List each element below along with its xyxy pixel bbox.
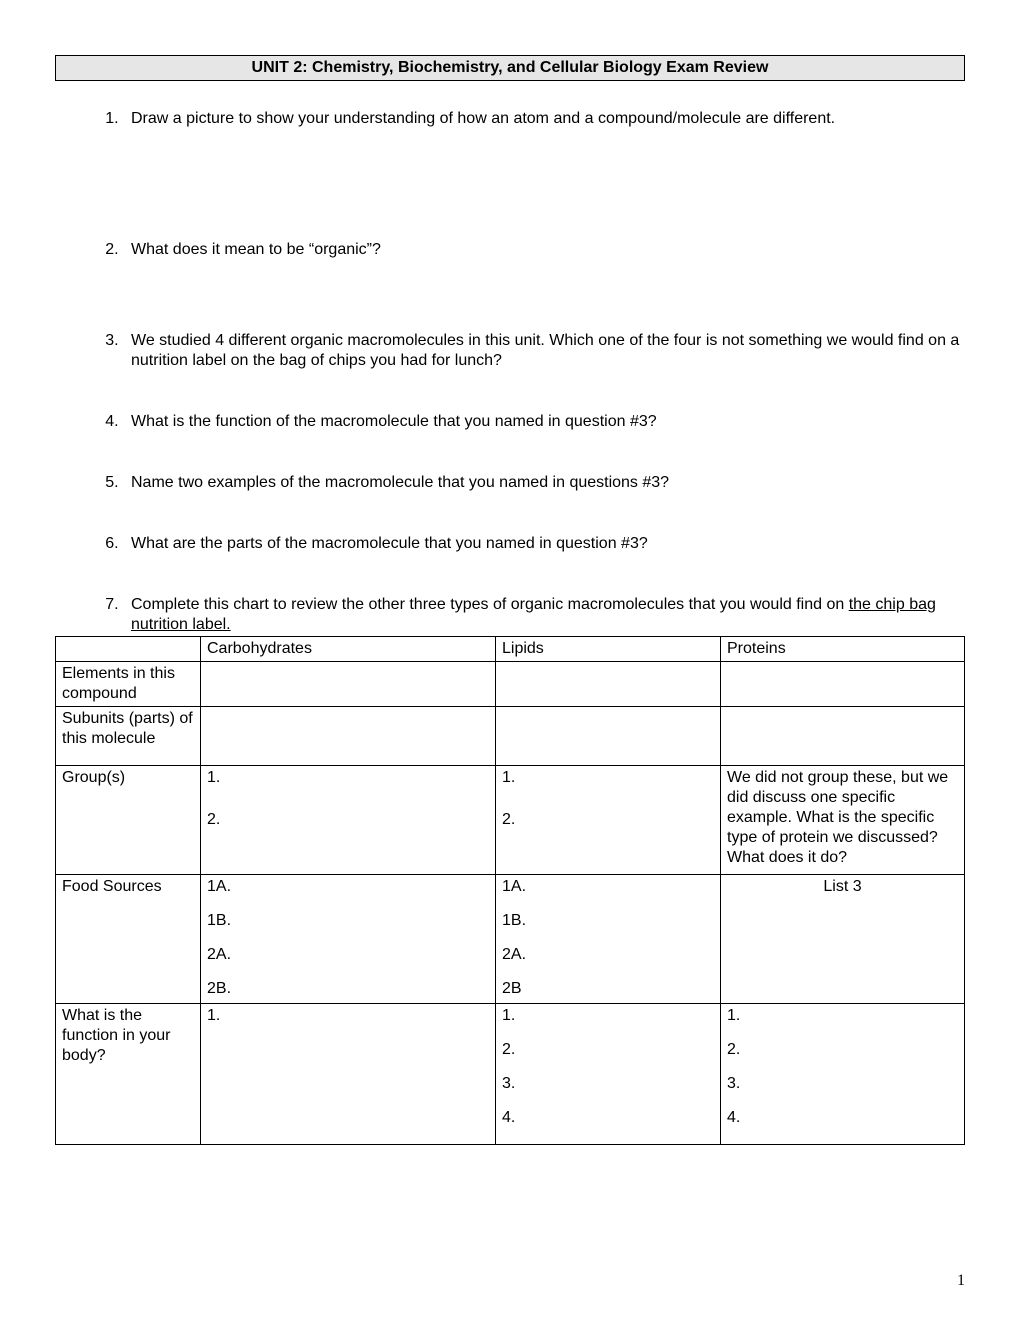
- macromolecule-table: Carbohydrates Lipids Proteins Elements i…: [55, 636, 965, 1145]
- header-proteins: Proteins: [721, 637, 965, 662]
- cell-subunits-protein: [721, 707, 965, 766]
- question-7: Complete this chart to review the other …: [123, 595, 965, 1146]
- cell-elements-carb: [201, 662, 496, 707]
- question-7-text-a: Complete this chart to review the other …: [131, 596, 849, 613]
- cell-groups-lipid: 1. 2.: [496, 766, 721, 875]
- header-blank: [56, 637, 201, 662]
- question-5: Name two examples of the macromolecule t…: [123, 473, 965, 534]
- cell-subunits-carb: [201, 707, 496, 766]
- function-protein-3: 3.: [727, 1074, 958, 1094]
- cell-function-carb: 1.: [201, 1004, 496, 1145]
- cell-groups-carb: 1. 2.: [201, 766, 496, 875]
- label-function: What is the function in your body?: [56, 1004, 201, 1145]
- function-carb-1: 1.: [207, 1006, 489, 1026]
- cell-function-protein: 1. 2. 3. 4.: [721, 1004, 965, 1145]
- question-6: What are the parts of the macromolecule …: [123, 534, 965, 595]
- cell-food-lipid: 1A. 1B. 2A. 2B: [496, 875, 721, 1004]
- cell-subunits-lipid: [496, 707, 721, 766]
- cell-elements-lipid: [496, 662, 721, 707]
- label-food: Food Sources: [56, 875, 201, 1004]
- food-carb-2a: 2A.: [207, 945, 489, 965]
- function-lipid-1: 1.: [502, 1006, 714, 1026]
- function-lipid-4: 4.: [502, 1108, 714, 1128]
- question-3-text: We studied 4 different organic macromole…: [131, 332, 959, 370]
- function-lipid-3: 3.: [502, 1074, 714, 1094]
- groups-lipid-2: 2.: [502, 810, 714, 830]
- header-lipids: Lipids: [496, 637, 721, 662]
- label-subunits-text: Subunits (parts) of this molecule: [62, 710, 193, 747]
- row-food: Food Sources 1A. 1B. 2A. 2B. 1A. 1B.: [56, 875, 965, 1004]
- question-list: Draw a picture to show your understandin…: [55, 109, 965, 1145]
- food-lipid-1b: 1B.: [502, 911, 714, 931]
- food-carb-2b: 2B.: [207, 979, 489, 999]
- question-4: What is the function of the macromolecul…: [123, 412, 965, 473]
- page-number: 1: [957, 1272, 965, 1290]
- row-groups: Group(s) 1. 2. 1. 2. We did not group th…: [56, 766, 965, 875]
- question-1-text: Draw a picture to show your understandin…: [131, 110, 835, 127]
- food-carb-1b: 1B.: [207, 911, 489, 931]
- row-elements: Elements in this compound: [56, 662, 965, 707]
- question-4-text: What is the function of the macromolecul…: [131, 413, 657, 430]
- page-title: UNIT 2: Chemistry, Biochemistry, and Cel…: [55, 55, 965, 81]
- table-header-row: Carbohydrates Lipids Proteins: [56, 637, 965, 662]
- food-lipid-2a: 2A.: [502, 945, 714, 965]
- document-page: UNIT 2: Chemistry, Biochemistry, and Cel…: [0, 0, 1020, 1320]
- row-subunits: Subunits (parts) of this molecule: [56, 707, 965, 766]
- question-5-text: Name two examples of the macromolecule t…: [131, 474, 669, 491]
- food-lipid-1a: 1A.: [502, 877, 714, 897]
- question-2-text: What does it mean to be “organic”?: [131, 241, 381, 258]
- label-elements: Elements in this compound: [56, 662, 201, 707]
- question-6-text: What are the parts of the macromolecule …: [131, 535, 648, 552]
- cell-food-protein: List 3: [721, 875, 965, 1004]
- question-1: Draw a picture to show your understandin…: [123, 109, 965, 240]
- label-subunits: Subunits (parts) of this molecule: [56, 707, 201, 766]
- header-carbohydrates: Carbohydrates: [201, 637, 496, 662]
- function-protein-2: 2.: [727, 1040, 958, 1060]
- row-function: What is the function in your body? 1. 1.…: [56, 1004, 965, 1145]
- cell-groups-protein: We did not group these, but we did discu…: [721, 766, 965, 875]
- label-groups: Group(s): [56, 766, 201, 875]
- food-lipid-2b: 2B: [502, 979, 714, 999]
- cell-food-carb: 1A. 1B. 2A. 2B.: [201, 875, 496, 1004]
- cell-function-lipid: 1. 2. 3. 4.: [496, 1004, 721, 1145]
- groups-carb-1: 1.: [207, 768, 489, 788]
- function-protein-1: 1.: [727, 1006, 958, 1026]
- cell-elements-protein: [721, 662, 965, 707]
- food-carb-1a: 1A.: [207, 877, 489, 897]
- groups-carb-2: 2.: [207, 810, 489, 830]
- function-protein-4: 4.: [727, 1108, 958, 1128]
- question-3: We studied 4 different organic macromole…: [123, 331, 965, 413]
- question-2: What does it mean to be “organic”?: [123, 240, 965, 331]
- groups-lipid-1: 1.: [502, 768, 714, 788]
- function-lipid-2: 2.: [502, 1040, 714, 1060]
